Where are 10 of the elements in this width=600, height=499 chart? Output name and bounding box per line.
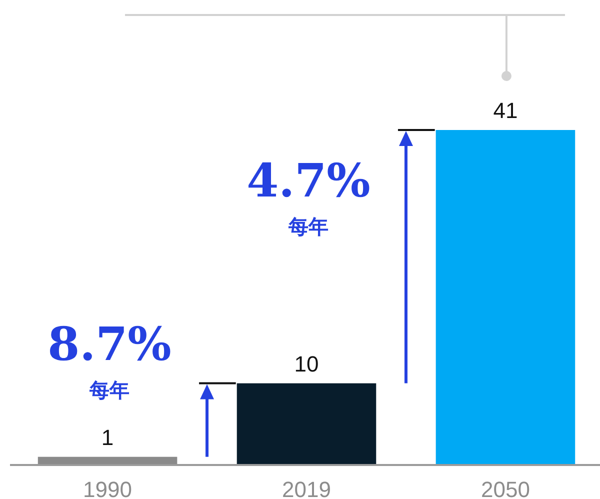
data-label: 41 xyxy=(493,98,518,123)
annotation: 4.7% xyxy=(246,154,370,208)
annotation: 每年 xyxy=(288,216,328,239)
x-tick-label: 1990 xyxy=(83,477,132,499)
x-tick-label: 2019 xyxy=(282,477,331,499)
data-label: 10 xyxy=(294,351,319,376)
x-tick-label: 2050 xyxy=(480,477,530,499)
annotation: 每年 xyxy=(88,380,130,402)
annotation: 8.7% xyxy=(48,317,172,372)
data-label: 1 xyxy=(101,424,114,450)
